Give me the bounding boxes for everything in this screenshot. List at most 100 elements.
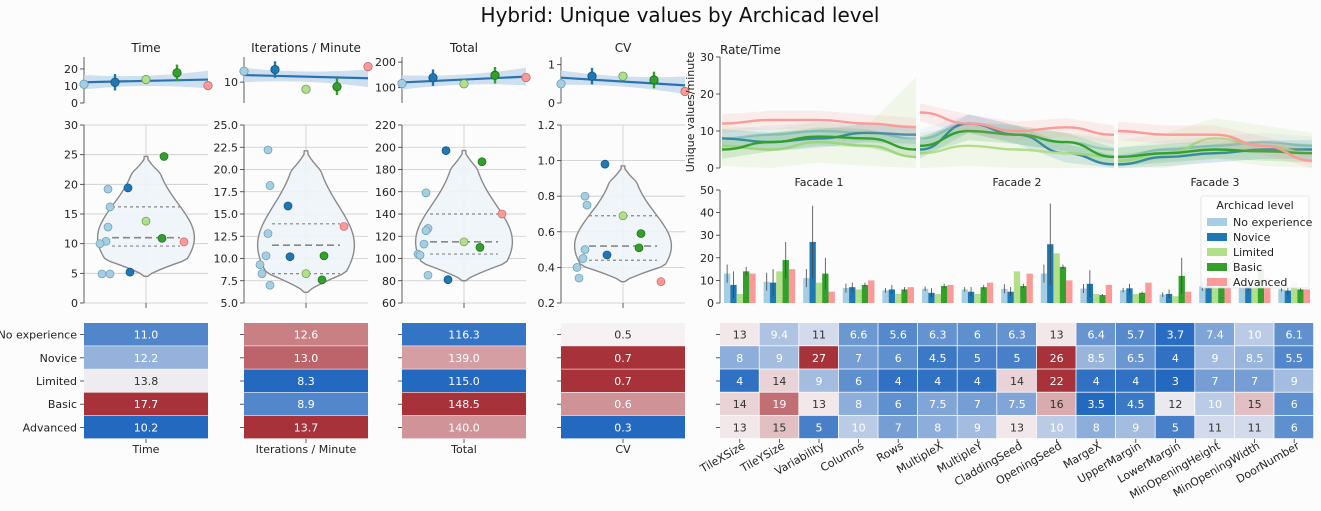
strip-point [421,188,431,198]
regression-line [560,76,686,87]
legend-label: No experience [1233,216,1313,229]
bar [1205,282,1212,303]
bar [1303,289,1311,303]
metric-title: CV [615,41,632,55]
bar [1199,286,1206,303]
rate-ci-band [920,121,1114,167]
param-heat-value: 10 [1050,421,1064,434]
param-heat-cell [878,369,918,392]
param-heat-value: 9.4 [771,329,789,342]
strip-point [618,211,628,221]
param-heat-value: 22 [1050,375,1064,388]
param-heat-value: 6.4 [1087,329,1105,342]
param-heat-cell [1274,369,1314,392]
strip-point [261,251,271,261]
violin-ytick-label: 25.0 [214,119,239,132]
param-heat-cell [759,415,799,439]
param-heat-cell [1274,392,1314,415]
mean-marker [521,72,531,83]
bar [1278,289,1285,303]
violin-ytick-label: 15 [64,208,78,221]
violin-ytick-label: 0.8 [538,190,556,203]
rate-curve [721,140,917,159]
mean-marker [239,66,249,76]
heat-xlabel: Time [132,443,160,456]
bar [1080,288,1087,303]
heat-cell-value: 0.7 [614,352,632,365]
param-heat-cell [1155,369,1195,392]
param-heat-value: 5.6 [889,329,907,342]
violin-ytick-label: 160 [375,186,396,199]
param-heat-value: 6 [1291,421,1298,434]
strip-point [441,146,451,155]
heat-cell [402,346,526,369]
rate-title: Rate/Time [720,43,781,57]
param-heat-value: 6.5 [1127,352,1145,365]
mean-marker [141,74,151,85]
param-heat-value: 3.7 [1167,329,1185,342]
mean-marker [363,62,373,72]
mean-marker [79,79,89,89]
param-heat-cell [997,346,1036,369]
param-heat-value: 7 [895,421,902,434]
bar [1093,293,1100,303]
bar [986,282,994,303]
param-heat-value: 9 [776,352,783,365]
param-heat-cell [1155,346,1195,369]
bar [749,273,756,303]
strip-point [421,226,431,236]
bar [1297,289,1304,303]
mean-marker [110,77,120,87]
strip-point [257,269,267,278]
param-heat-cell [878,323,918,346]
param-heat-cell [1234,369,1274,392]
heat-xlabel: Total [450,443,477,456]
bar [934,293,941,303]
bar [788,269,796,303]
legend-box [1200,195,1310,289]
heat-cell [402,415,526,439]
heat-cell [561,346,685,369]
strip-point [582,200,592,210]
rate-ci-band [920,114,1114,168]
legend-swatch [1207,263,1227,271]
bar [974,293,981,303]
bar [928,292,935,303]
param-heat-cell [1274,323,1314,346]
violin-ytick-label: 17.5 [214,186,239,199]
param-heat-value: 4.5 [929,352,947,365]
param-heat-cell [1274,415,1314,439]
bar [921,288,929,303]
rate-curve [1117,140,1313,159]
violin-ytick-label: 1.2 [538,119,556,132]
param-heat-cell [1116,323,1155,346]
mean-marker [332,82,342,92]
strip-point [123,183,133,193]
violin-ytick-label: 5 [71,267,78,280]
param-heat-cell [1076,346,1116,369]
strip-point [105,202,115,212]
bar [1026,273,1033,303]
heat-cell [561,323,685,346]
rate-curve [919,129,1115,159]
param-heat-cell [878,392,918,415]
strip-point [263,229,273,238]
heat-cell [244,415,368,439]
param-heat-cell [759,346,799,369]
param-heat-value: 9 [974,421,981,434]
bar [1238,280,1246,303]
bar-ytick-label: 40 [700,207,714,220]
param-heat-cell [1274,346,1314,369]
heat-cell [402,392,526,416]
heat-cell [561,415,685,439]
heat-cell-value: 0.5 [614,329,632,342]
strip-point [415,250,425,260]
strip-point [339,222,349,231]
heat-cell [244,346,368,369]
strip-point [301,269,311,278]
param-heat-cell [799,392,838,415]
param-heat-cell [838,415,878,439]
rate-ytick-label: 0 [707,162,714,175]
param-heat-value: 9 [816,375,823,388]
param-heat-cell [720,392,759,415]
